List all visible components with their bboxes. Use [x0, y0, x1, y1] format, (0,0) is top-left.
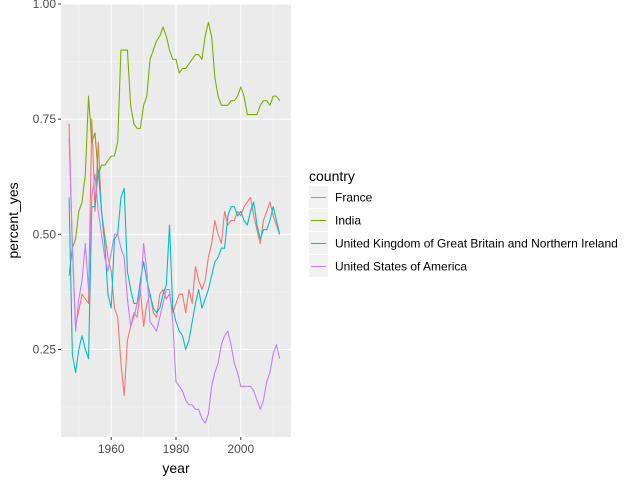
- series-line-3: [68, 137, 281, 424]
- y-tick-label: 0.25: [33, 342, 57, 356]
- y-tick-label: 0.50: [33, 227, 57, 241]
- x-tick-label: 1980: [163, 442, 190, 456]
- y-tick-label: 1.00: [33, 0, 57, 11]
- axes: 1960 1980 2000 0.25 0.50 0.75 1.00: [33, 0, 255, 456]
- legend: country France India United Kingdom of Gre…: [309, 168, 618, 277]
- x-tick-label: 2000: [227, 442, 254, 456]
- y-tick-label: 0.75: [33, 112, 57, 126]
- x-tick-label: 1960: [98, 442, 125, 456]
- legend-title: country: [309, 168, 355, 184]
- legend-label: India: [335, 214, 361, 228]
- grid: [61, 3, 291, 437]
- series-line-1: [68, 21, 281, 276]
- series-lines: [68, 21, 281, 424]
- legend-label: United Kingdom of Great Britain and Nort…: [335, 237, 618, 251]
- series-line-2: [68, 169, 281, 374]
- legend-label: United States of America: [335, 260, 467, 274]
- legend-label: France: [335, 191, 373, 205]
- x-axis-title: year: [162, 460, 190, 476]
- y-axis-title: percent_yes: [5, 182, 21, 258]
